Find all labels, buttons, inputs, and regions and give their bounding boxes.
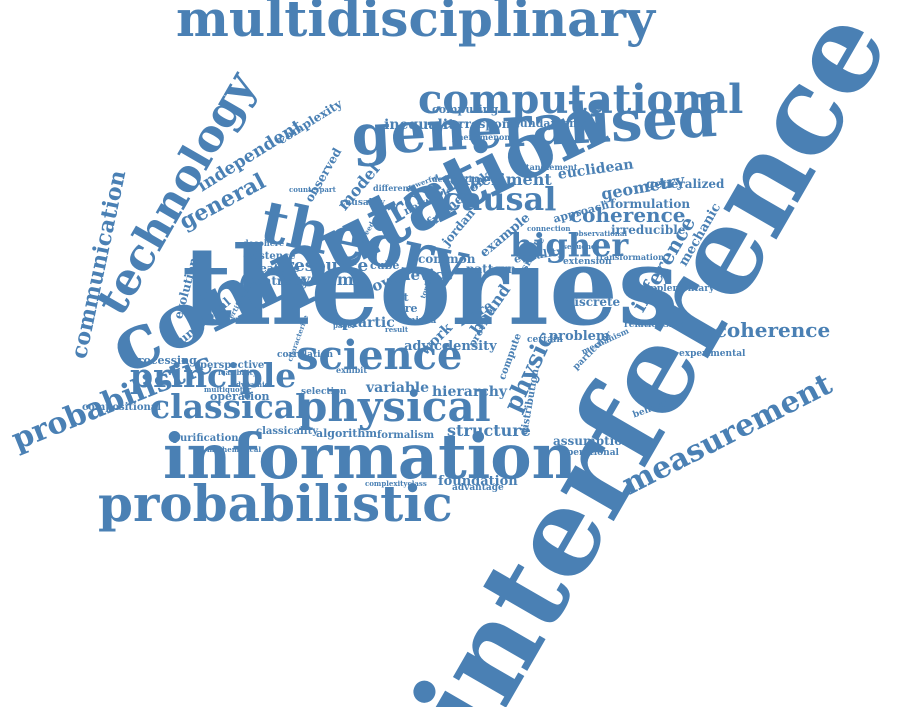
word-discrete: discrete — [566, 295, 621, 309]
word-algorithm: algorithm — [316, 427, 378, 440]
word-sequence: sequence — [563, 242, 600, 251]
word-selection: selection — [301, 387, 347, 397]
word-quartic: quartic — [338, 315, 395, 331]
word-correspond: correspond — [443, 117, 519, 131]
word-exhibit: exhibit — [336, 365, 368, 375]
word-formalism: formalism — [377, 430, 435, 441]
word-principle: principle — [130, 356, 297, 395]
word-problem: problem — [549, 329, 610, 344]
word-generalized: generalized — [646, 177, 725, 191]
word-higher: higher — [510, 226, 629, 264]
word-multiquoter: multiquoter — [204, 385, 252, 394]
word-decohere: decohere — [243, 238, 285, 248]
word-classicality: classicality — [256, 426, 319, 437]
word-correlation: correlation — [277, 350, 334, 360]
word-entanglement: entanglement — [515, 162, 578, 172]
word-dynamic: dynamic — [236, 380, 269, 389]
word-assumption: assumption — [553, 434, 631, 448]
word-result: result — [385, 325, 409, 334]
word-hierarchy: hierarchy — [432, 384, 508, 400]
word-description: description — [432, 174, 483, 184]
word-complexityclass: complexityclass — [365, 479, 427, 488]
word-formulation: formulation — [610, 197, 691, 211]
word-mixed: mixed — [406, 316, 437, 326]
word-cube: cube — [370, 259, 400, 272]
word-probabilistic: probabilistic — [98, 474, 453, 533]
word-device: device — [400, 266, 454, 284]
word-perspective: perspective — [200, 360, 265, 371]
word-compositional: compositional — [82, 402, 162, 413]
word-density: density — [444, 339, 497, 354]
word-system: system — [292, 270, 354, 289]
word-different: different — [373, 183, 413, 193]
word-counterpart: counterpart — [289, 185, 336, 194]
word-relationship: relationship — [624, 320, 686, 330]
word-decoherence: decoherence — [688, 318, 831, 342]
word-science: science — [296, 332, 463, 379]
word-processing: processing — [130, 354, 197, 367]
word-foundation: foundation — [438, 474, 518, 489]
word-phenomenon: phenomenon — [452, 132, 511, 142]
word-mathematical: mathematical — [207, 445, 262, 454]
word-common: common — [418, 252, 476, 266]
word-experimental: experimental — [679, 349, 746, 359]
word-operation: operation — [210, 390, 270, 403]
word-pattern: pattern — [466, 262, 516, 276]
word-structure: structure — [447, 421, 531, 440]
word-causal: causal — [442, 180, 557, 218]
word-extension: extension — [563, 257, 612, 267]
word-certain: certain — [527, 335, 563, 345]
word-inequality: inequality — [384, 117, 463, 133]
word-computing: computing — [432, 103, 499, 116]
word-classical: classical — [150, 387, 308, 426]
word-fundamental: fundamental — [515, 117, 594, 130]
word-complementary: complementary — [636, 284, 715, 294]
word-multidisciplinary: multidisciplinary — [176, 0, 655, 48]
word-irreducible: irreducible — [611, 223, 686, 237]
word-feature: feature — [255, 262, 300, 275]
word-coherence: coherence — [570, 203, 686, 227]
word-advice: advice — [404, 339, 451, 354]
word-pure: pure — [389, 302, 418, 315]
word-transformation: transformation — [596, 252, 664, 262]
word-experiment: experiment — [450, 170, 552, 189]
word-entropy: entropy — [255, 274, 307, 288]
word-theories: theories — [182, 224, 679, 350]
word-connection: connection — [527, 224, 571, 233]
word-feasibility: feasibility — [218, 368, 257, 377]
word-computational: computational — [418, 76, 744, 123]
word-advantage: advantage — [452, 483, 504, 493]
word-variable: variable — [366, 380, 429, 396]
word-paper: paper — [333, 321, 356, 330]
word-resource: resource — [285, 256, 369, 276]
word-information: information — [163, 420, 577, 493]
word-purification: purification — [173, 433, 239, 444]
word-causality: causality — [340, 198, 385, 208]
word-existence: existence — [243, 251, 296, 262]
word-observational: observational — [574, 229, 628, 238]
word-slit: slit — [389, 291, 409, 304]
word-operational: operational — [561, 448, 619, 458]
word-physical: physical — [298, 382, 491, 431]
